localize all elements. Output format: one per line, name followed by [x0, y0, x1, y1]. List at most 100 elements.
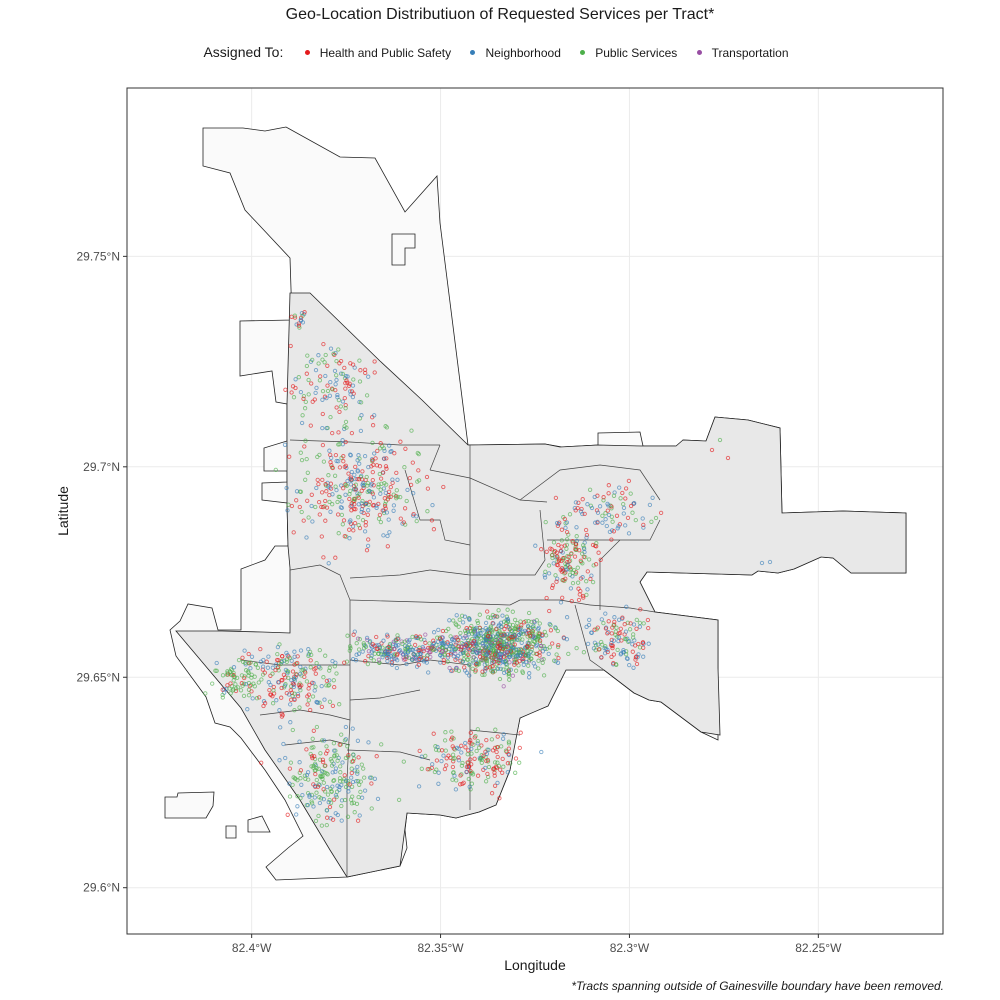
service-point [277, 708, 282, 713]
service-point [474, 748, 479, 754]
service-point [560, 595, 565, 600]
service-point [321, 780, 326, 785]
service-point [231, 665, 237, 670]
legend-label: Health and Public Safety [319, 46, 452, 60]
service-point [372, 776, 378, 781]
service-point [343, 492, 348, 497]
service-point [541, 644, 546, 649]
service-point [301, 393, 307, 399]
service-point [321, 555, 326, 560]
service-point [605, 508, 610, 513]
service-point [313, 818, 319, 824]
legend-swatch [304, 50, 310, 55]
service-point [220, 695, 225, 700]
service-point [369, 649, 374, 654]
service-point [314, 790, 319, 795]
service-point [490, 629, 495, 634]
service-point [333, 555, 338, 560]
service-point [527, 631, 532, 636]
service-point [547, 645, 552, 650]
service-point [327, 393, 333, 398]
service-point [526, 640, 532, 646]
service-point [369, 781, 374, 786]
service-point [477, 654, 483, 659]
service-point [501, 732, 506, 737]
service-point [491, 643, 496, 648]
service-point [598, 557, 603, 562]
service-point [343, 406, 348, 411]
service-point [340, 438, 345, 443]
service-point [355, 636, 361, 641]
service-point [583, 527, 589, 533]
service-point [270, 701, 276, 706]
service-point [497, 676, 503, 682]
service-point [529, 619, 534, 625]
service-point [299, 509, 304, 515]
service-point [313, 367, 319, 373]
service-point [594, 627, 599, 632]
service-point [273, 467, 278, 473]
service-point [298, 315, 304, 320]
y-axis-label: Latitude [55, 486, 71, 536]
service-point [260, 664, 266, 669]
service-point [431, 640, 437, 646]
service-point [455, 656, 460, 661]
service-point [276, 680, 281, 685]
service-point [366, 508, 371, 513]
service-point [309, 799, 314, 804]
service-point [298, 489, 304, 494]
service-point [436, 770, 441, 775]
service-point [281, 672, 287, 677]
service-point [329, 758, 334, 764]
service-point [590, 579, 596, 585]
legend-label: Transportation [711, 46, 789, 60]
service-point [319, 823, 325, 828]
service-point [358, 428, 364, 434]
service-point [579, 559, 584, 565]
service-point [579, 506, 584, 512]
service-point [348, 389, 353, 394]
service-point [532, 626, 537, 631]
service-point [641, 641, 646, 646]
service-point [337, 361, 342, 366]
service-point [308, 707, 313, 713]
service-point [385, 654, 390, 659]
service-point [355, 476, 360, 482]
service-point [384, 466, 389, 471]
service-point [491, 766, 496, 772]
service-point [243, 681, 249, 687]
service-point [473, 648, 479, 653]
service-point [505, 607, 510, 612]
service-point [614, 513, 620, 518]
service-point [479, 757, 485, 762]
service-point [349, 784, 355, 789]
service-point [376, 657, 382, 662]
service-point [562, 516, 567, 522]
service-point [320, 397, 325, 402]
service-point [385, 533, 390, 539]
service-point [301, 518, 306, 523]
service-point [295, 804, 300, 809]
service-point [309, 764, 314, 769]
service-point [386, 517, 391, 522]
service-point [323, 653, 328, 658]
service-point [550, 583, 556, 588]
service-point [360, 649, 365, 654]
service-point [404, 498, 409, 504]
service-point [355, 769, 360, 774]
service-point [521, 656, 526, 661]
service-point [524, 659, 529, 665]
service-point [628, 491, 633, 496]
service-point [359, 509, 364, 515]
service-point [330, 502, 335, 507]
service-point [357, 491, 362, 497]
legend-swatch [580, 50, 586, 55]
service-point [298, 450, 303, 455]
service-point [316, 353, 321, 358]
service-point [587, 617, 592, 623]
service-point [558, 600, 564, 605]
y-tick-label: 29.65°N [77, 670, 121, 684]
service-point [570, 580, 576, 586]
service-point [530, 641, 536, 647]
service-point [318, 796, 324, 801]
